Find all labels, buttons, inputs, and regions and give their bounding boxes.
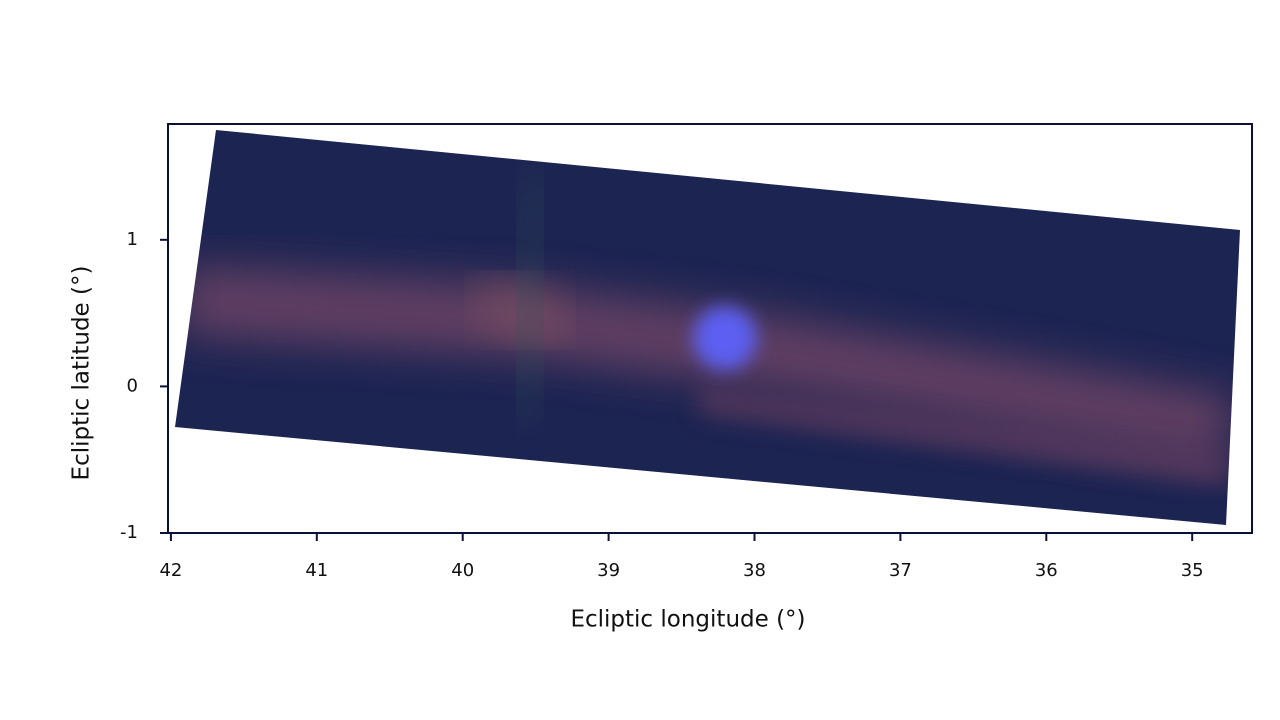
y-tick-label: 0 [127, 375, 138, 396]
x-tick-label: 42 [159, 560, 182, 581]
x-tick-label: 37 [889, 560, 912, 581]
x-tick-label: 35 [1181, 560, 1204, 581]
y-tick-label: 1 [127, 229, 138, 250]
x-tick-label: 41 [305, 560, 328, 581]
x-tick-label: 40 [451, 560, 474, 581]
x-tick-label: 36 [1035, 560, 1058, 581]
x-tick-label: 38 [743, 560, 766, 581]
x-axis-label: Ecliptic longitude (°) [570, 607, 805, 633]
y-axis-label: Ecliptic latitude (°) [69, 266, 95, 481]
y-tick-label: -1 [120, 522, 138, 543]
sky-image [175, 130, 1240, 525]
plot-frame [167, 123, 1253, 534]
x-tick-label: 39 [597, 560, 620, 581]
